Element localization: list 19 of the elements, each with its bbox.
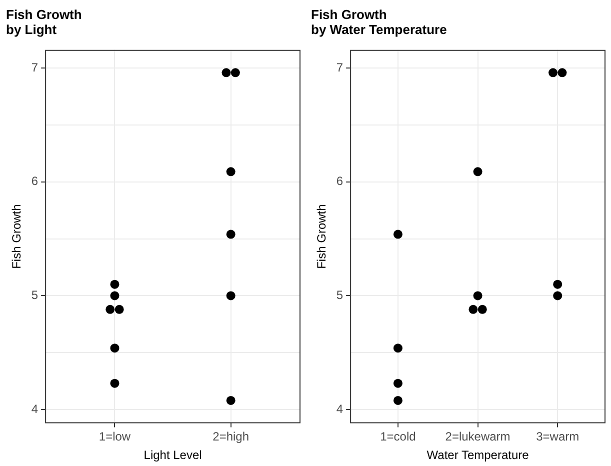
x-tick-label: 3=warm <box>536 430 580 444</box>
y-axis-title: Fish Growth <box>10 204 24 269</box>
x-tick-label: 2=high <box>212 430 250 444</box>
y-tick-label: 7 <box>336 60 344 74</box>
y-tick-label: 6 <box>31 174 38 188</box>
y-tick-label: 5 <box>31 288 38 302</box>
x-tick-label: 1=low <box>98 430 131 444</box>
x-tick-label: 1=cold <box>380 430 416 444</box>
chart-title: Fish Growth by Light <box>6 7 82 38</box>
y-tick-label: 4 <box>31 402 38 416</box>
y-tick-label: 4 <box>336 402 344 416</box>
y-axis-title: Fish Growth <box>314 204 329 269</box>
x-axis-title: Light Level <box>144 448 202 462</box>
x-tick-label: 2=lukewarm <box>445 430 510 444</box>
chart-title: Fish Growth by Water Temperature <box>311 7 447 38</box>
y-tick-label: 6 <box>336 174 344 188</box>
y-tick-label: 7 <box>31 60 38 74</box>
y-tick-label: 5 <box>336 288 344 302</box>
x-axis-title: Water Temperature <box>426 448 530 462</box>
